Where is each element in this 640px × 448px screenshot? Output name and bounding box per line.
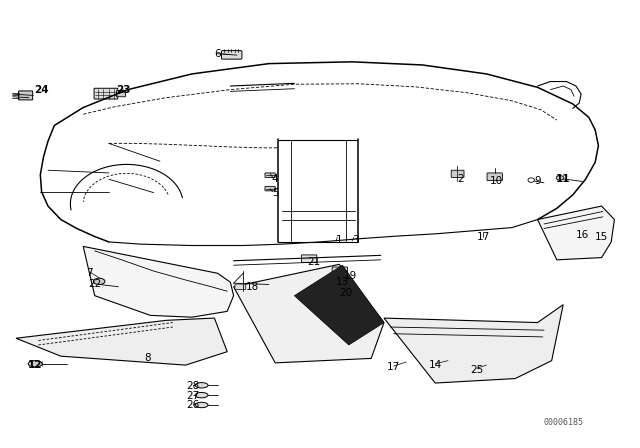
Text: 26: 26	[187, 401, 200, 410]
Text: 14: 14	[429, 360, 442, 370]
Text: 15: 15	[595, 233, 608, 242]
Ellipse shape	[556, 176, 564, 180]
Text: 5: 5	[272, 188, 278, 198]
Text: 28: 28	[187, 381, 200, 391]
FancyBboxPatch shape	[265, 173, 275, 177]
FancyBboxPatch shape	[301, 255, 317, 263]
Polygon shape	[384, 305, 563, 383]
FancyBboxPatch shape	[265, 186, 275, 191]
Text: 18: 18	[246, 282, 259, 292]
Ellipse shape	[28, 361, 42, 367]
Text: 22: 22	[88, 279, 101, 289]
Text: 11: 11	[556, 174, 570, 184]
Text: 24: 24	[35, 85, 49, 95]
Polygon shape	[234, 264, 384, 363]
Text: 8: 8	[144, 353, 150, 363]
Text: 21: 21	[307, 257, 320, 267]
Text: 1: 1	[336, 235, 342, 245]
Ellipse shape	[93, 278, 105, 284]
FancyBboxPatch shape	[221, 51, 242, 59]
Polygon shape	[83, 246, 234, 317]
Text: 20: 20	[339, 289, 352, 298]
FancyBboxPatch shape	[94, 88, 118, 99]
Text: 19: 19	[344, 271, 357, 280]
Polygon shape	[16, 318, 227, 365]
Text: 7: 7	[86, 268, 93, 278]
Text: 12: 12	[28, 360, 42, 370]
Text: 4: 4	[272, 174, 278, 184]
FancyBboxPatch shape	[332, 267, 348, 276]
FancyBboxPatch shape	[451, 170, 464, 177]
Text: 17: 17	[477, 233, 490, 242]
Text: 9: 9	[534, 177, 541, 186]
Text: 23: 23	[116, 85, 131, 95]
Text: 00006185: 00006185	[543, 418, 583, 426]
FancyBboxPatch shape	[333, 280, 346, 287]
Text: 10: 10	[490, 177, 502, 186]
Polygon shape	[294, 265, 384, 345]
Text: 27: 27	[187, 392, 200, 401]
FancyBboxPatch shape	[19, 91, 33, 100]
Text: 6: 6	[214, 49, 221, 59]
Text: 17: 17	[387, 362, 400, 372]
Text: 2: 2	[458, 174, 464, 184]
Text: 3: 3	[352, 235, 358, 245]
Ellipse shape	[195, 402, 208, 408]
Ellipse shape	[528, 178, 534, 182]
Text: 25: 25	[470, 365, 483, 375]
FancyBboxPatch shape	[487, 173, 502, 181]
Ellipse shape	[195, 383, 208, 388]
Text: 13: 13	[336, 277, 349, 287]
FancyBboxPatch shape	[235, 284, 246, 289]
FancyBboxPatch shape	[116, 90, 125, 97]
Ellipse shape	[195, 392, 208, 398]
Polygon shape	[538, 206, 614, 260]
Text: 16: 16	[576, 230, 589, 240]
